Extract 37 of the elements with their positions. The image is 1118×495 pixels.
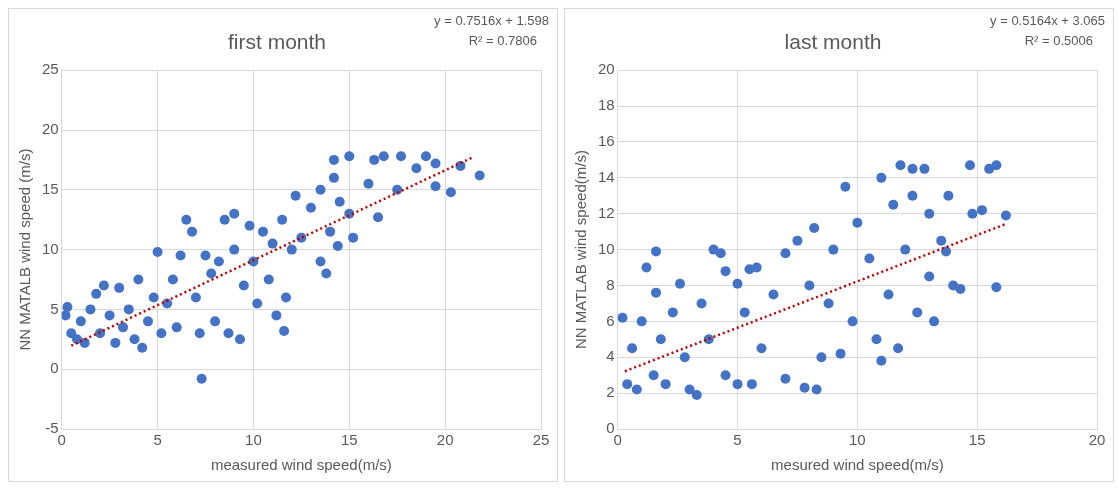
x-tick-label: 10 <box>245 431 262 449</box>
x-axis-title: mesured wind speed(m/s) <box>771 456 944 474</box>
y-tick-label: 20 <box>42 120 59 138</box>
x-axis-title: measured wind speed(m/s) <box>210 456 392 474</box>
x-tick-label: 25 <box>532 431 550 449</box>
y-tick-label: 20 <box>598 60 615 78</box>
x-tick-label: 10 <box>849 431 866 449</box>
y-axis-title: NN MATALB wind speed (m/s) <box>16 148 34 351</box>
x-tick-label: 15 <box>340 431 358 449</box>
y-tick-label: 18 <box>598 96 615 114</box>
x-tick-label: 15 <box>968 431 986 449</box>
y-tick-label: 10 <box>42 239 59 257</box>
y-tick-label: 6 <box>606 311 615 329</box>
y-tick-label: 25 <box>42 60 59 78</box>
text: R² = 0.5006 <box>1024 33 1093 49</box>
y-tick-label: 2 <box>606 383 615 401</box>
y-tick-label: 12 <box>598 203 615 221</box>
y-tick-label: 0 <box>606 419 615 437</box>
x-tick-label: 20 <box>436 431 454 449</box>
x-tick-label: 5 <box>733 431 742 449</box>
x-tick-label: 5 <box>153 431 162 449</box>
y-tick-label: 0 <box>50 359 59 377</box>
text: y = 0.7516x + 1.598 <box>434 13 549 29</box>
y-tick-label: 5 <box>50 299 59 317</box>
y-tick-label: 16 <box>598 132 615 150</box>
y-tick-label: 10 <box>598 239 615 257</box>
y-tick-label: 8 <box>606 275 615 293</box>
y-axis-title: NN MATLAB wind speed(m/s) <box>572 150 590 350</box>
text: y = 0.5164x + 3.065 <box>990 13 1105 29</box>
text: R² = 0.7806 <box>468 33 537 49</box>
chart-title: first month <box>227 30 327 54</box>
y-tick-label: -5 <box>45 419 59 437</box>
y-tick-label: 15 <box>42 179 59 197</box>
y-tick-label: 4 <box>606 347 615 365</box>
y-tick-label: 14 <box>598 167 615 185</box>
x-tick-label: 20 <box>1088 431 1106 449</box>
chart-title: last month <box>784 30 882 54</box>
